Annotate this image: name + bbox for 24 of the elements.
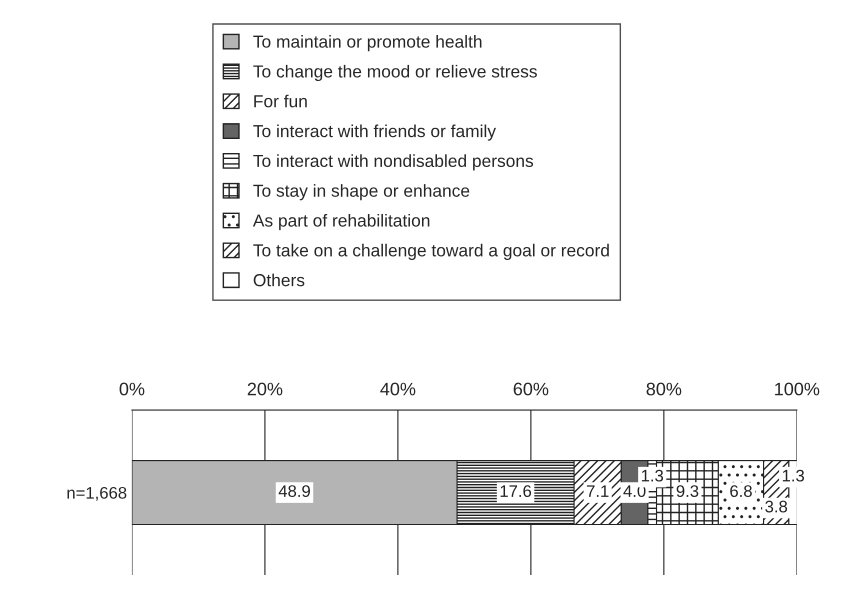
data-label: 3.8: [765, 500, 788, 512]
legend-label: For fun: [254, 94, 307, 108]
data-label: 17.6: [500, 485, 532, 498]
legend-label: Others: [254, 274, 304, 286]
y-tick-label: n=1,668: [67, 486, 126, 501]
x-tick-label: 20%: [248, 382, 282, 396]
legend-label: To interact with friends or family: [253, 124, 496, 141]
legend-label: To change the mood or relieve stress: [253, 64, 537, 82]
data-label: 7.1: [586, 485, 608, 497]
x-tick-label: 100%: [775, 382, 820, 396]
legend-label: To stay in shape or enhance: [253, 184, 470, 200]
x-tick-label: 0%: [120, 382, 144, 396]
legend-label: To take on a challenge toward a goal or record: [253, 244, 609, 260]
legend-label: To interact with nondisabled persons: [253, 154, 534, 170]
data-label: 9.3: [676, 485, 698, 498]
x-tick-label: 40%: [380, 382, 416, 396]
legend-label: As part of rehabilitation: [252, 214, 430, 230]
data-label: 6.8: [730, 485, 752, 498]
x-tick-label: 80%: [646, 382, 682, 396]
data-label: 48.9: [278, 485, 310, 498]
x-tick-label: 60%: [514, 382, 548, 396]
data-label: 1.3: [642, 470, 664, 482]
legend-label: To maintain or promote health: [253, 35, 482, 52]
data-label: 1.3: [782, 470, 804, 482]
